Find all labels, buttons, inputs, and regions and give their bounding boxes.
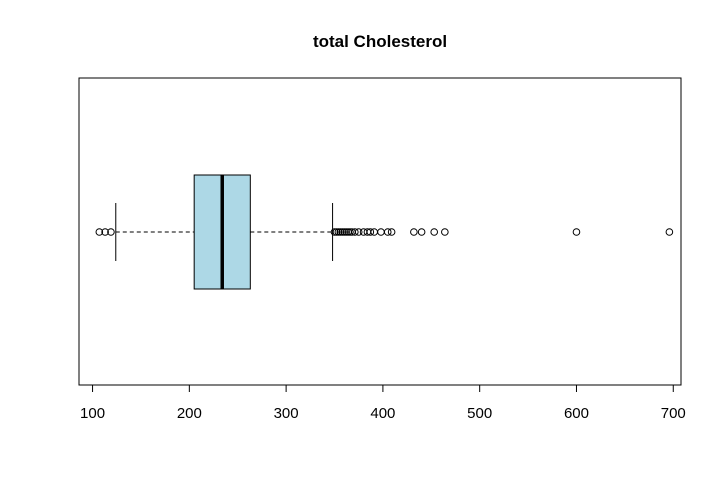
outlier-point-15 xyxy=(359,228,368,236)
outlier-point-13 xyxy=(351,228,359,236)
outlier-point-0 xyxy=(95,228,104,236)
outlier-point-5 xyxy=(334,228,343,236)
outlier-point-20 xyxy=(383,228,392,236)
outlier-point-17 xyxy=(366,228,375,236)
x-tick-label-600: 600 xyxy=(564,405,589,422)
outlier-point-22 xyxy=(410,228,418,236)
outliers xyxy=(95,228,674,236)
outlier-point-23 xyxy=(417,228,426,236)
outlier-point-3 xyxy=(330,228,339,236)
outlier-point-26 xyxy=(572,228,581,236)
outlier-point-27 xyxy=(665,228,674,236)
chart-title: total Cholesterol xyxy=(313,32,447,51)
outlier-point-9 xyxy=(342,228,350,236)
outlier-point-8 xyxy=(340,228,348,236)
x-tick-label-700: 700 xyxy=(661,405,686,422)
x-axis: 100 200 300 400 500 600 700 xyxy=(80,384,686,422)
x-tick-label-400: 400 xyxy=(370,405,395,422)
outlier-point-11 xyxy=(346,228,354,236)
plot-frame xyxy=(78,77,682,386)
outlier-point-19 xyxy=(377,228,385,236)
x-tick-label-100: 100 xyxy=(80,405,105,422)
outlier-point-6 xyxy=(336,228,345,236)
outlier-point-25 xyxy=(441,228,449,236)
outlier-point-18 xyxy=(370,228,378,236)
outlier-point-2 xyxy=(107,228,115,236)
x-tick-label-200: 200 xyxy=(177,405,202,422)
x-tick-label-500: 500 xyxy=(467,405,492,422)
outlier-point-24 xyxy=(430,228,438,236)
outlier-point-1 xyxy=(101,228,109,236)
outlier-point-4 xyxy=(332,228,341,236)
boxplot xyxy=(115,174,334,290)
outlier-point-21 xyxy=(387,228,396,236)
x-tick-label-300: 300 xyxy=(274,405,299,422)
outlier-point-7 xyxy=(338,228,347,236)
outlier-point-14 xyxy=(354,228,363,236)
